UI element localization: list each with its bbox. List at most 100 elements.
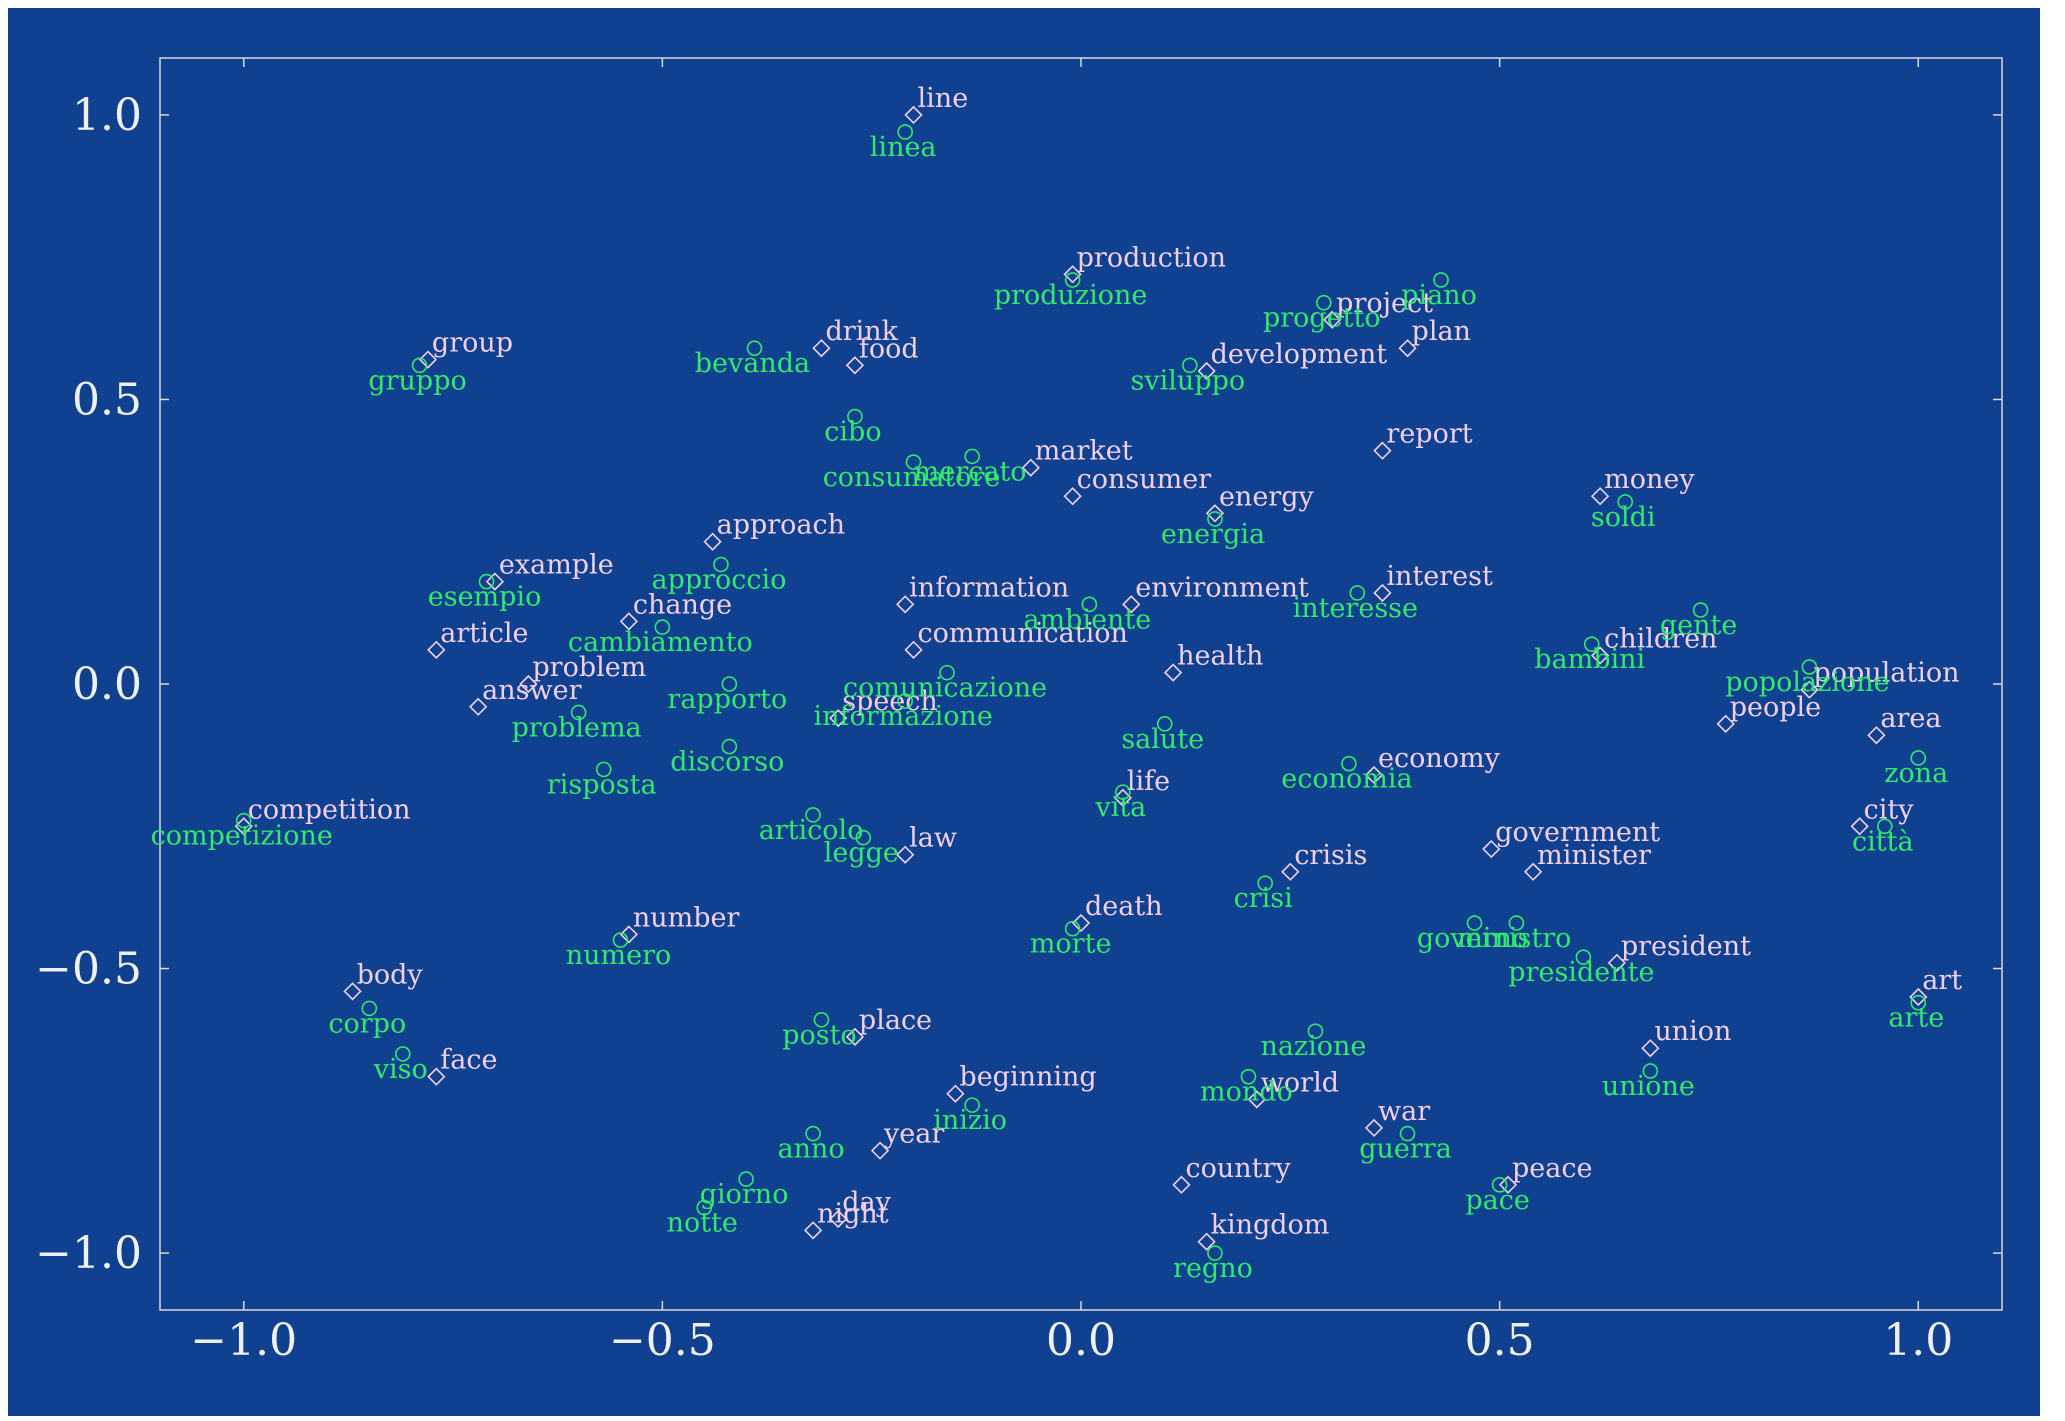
english-point-marker bbox=[343, 982, 362, 1001]
italian-point-marker bbox=[1349, 585, 1366, 601]
italian-point-marker bbox=[813, 1011, 830, 1028]
italian-point-label: giorno bbox=[700, 1179, 789, 1210]
english-point-marker bbox=[1398, 339, 1417, 358]
x-tick-label: −0.5 bbox=[609, 1315, 716, 1366]
italian-point-marker bbox=[1064, 272, 1081, 288]
italian-point-label: ambiente bbox=[1023, 604, 1151, 635]
italian-point-marker bbox=[746, 340, 763, 357]
italian-point-marker bbox=[1399, 1125, 1416, 1142]
italian-point-label: arte bbox=[1888, 1003, 1944, 1034]
english-point-marker bbox=[829, 709, 848, 728]
english-point-marker bbox=[1641, 1039, 1660, 1058]
english-point-label: communication bbox=[918, 618, 1128, 649]
italian-point-marker bbox=[1583, 636, 1600, 652]
english-point-marker bbox=[1281, 862, 1300, 881]
italian-point-marker bbox=[1491, 1177, 1508, 1193]
italian-point-marker bbox=[1207, 1245, 1223, 1261]
italian-point-marker bbox=[1316, 294, 1332, 311]
italian-point-marker bbox=[1876, 818, 1893, 835]
english-point-marker bbox=[904, 640, 923, 659]
italian-point-label: gente bbox=[1660, 610, 1737, 641]
italian-points: linea produzione piano progetto sviluppo grup… bbox=[151, 124, 1948, 1284]
italian-point-label: esempio bbox=[428, 582, 542, 613]
english-point-label: market bbox=[1035, 436, 1133, 467]
english-point-marker bbox=[904, 105, 923, 125]
italian-point-label: salute bbox=[1121, 724, 1204, 755]
english-point-marker bbox=[1373, 583, 1392, 603]
english-point-label: minister bbox=[1537, 840, 1651, 871]
italian-point-marker bbox=[805, 1125, 821, 1142]
english-point-label: art bbox=[1922, 965, 1962, 996]
english-point-label: crisis bbox=[1294, 840, 1367, 871]
english-point-label: government bbox=[1495, 817, 1660, 848]
chart-figure: −1.0 −0.5 0.0 0.5 1.0 1.0 0.5 0.0 −0.5 −1.0 line p… bbox=[8, 8, 2040, 1416]
english-point-label: children bbox=[1604, 624, 1717, 655]
italian-point-label: linea bbox=[870, 132, 937, 163]
italian-point-marker bbox=[805, 807, 821, 823]
italian-point-marker bbox=[654, 619, 671, 635]
italian-point-marker bbox=[1207, 511, 1223, 527]
italian-point-marker bbox=[1801, 659, 1818, 675]
italian-point-marker bbox=[612, 932, 629, 948]
italian-point-marker bbox=[1341, 755, 1357, 772]
italian-point-marker bbox=[1910, 994, 1927, 1011]
italian-point-label: problema bbox=[512, 712, 642, 743]
italian-point-label: popolazione bbox=[1725, 667, 1889, 698]
italian-point-label: vita bbox=[1094, 792, 1146, 823]
italian-point-marker bbox=[696, 1199, 713, 1216]
italian-point-label: pace bbox=[1465, 1185, 1529, 1216]
italian-point-label: regno bbox=[1173, 1253, 1253, 1284]
italian-point-marker bbox=[721, 676, 738, 692]
italian-point-marker bbox=[361, 1000, 378, 1017]
english-point-label: project bbox=[1336, 288, 1433, 319]
x-tick-label: 1.0 bbox=[1883, 1315, 1953, 1366]
english-point-label: president bbox=[1621, 931, 1751, 962]
italian-point-label: zona bbox=[1884, 758, 1948, 789]
italian-point-marker bbox=[1156, 716, 1173, 732]
english-point-label: change bbox=[633, 589, 732, 620]
italian-point-label: morte bbox=[1030, 929, 1112, 960]
italian-point-label: consumatore bbox=[823, 462, 1001, 493]
english-point-label: number bbox=[633, 902, 740, 933]
english-point-marker bbox=[418, 350, 438, 369]
english-point-marker bbox=[1122, 595, 1141, 614]
italian-point-label: notte bbox=[667, 1208, 738, 1239]
english-point-marker bbox=[829, 1209, 848, 1229]
italian-point-marker bbox=[395, 1046, 411, 1062]
italian-point-marker bbox=[411, 357, 428, 374]
english-point-marker bbox=[1523, 862, 1543, 881]
italian-point-marker bbox=[897, 124, 913, 140]
y-tick-label: 1.0 bbox=[72, 90, 142, 141]
english-point-marker bbox=[1172, 1175, 1191, 1194]
italian-point-marker bbox=[964, 448, 980, 465]
italian-point-label: mercato bbox=[914, 456, 1027, 487]
y-tick-label: 0.0 bbox=[72, 659, 142, 710]
english-point-marker bbox=[1063, 487, 1082, 506]
x-tick-label: 0.5 bbox=[1465, 1315, 1535, 1366]
italian-point-label: articolo bbox=[759, 815, 864, 846]
italian-point-label: governo bbox=[1417, 923, 1528, 954]
italian-point-marker bbox=[939, 664, 955, 681]
english-point-marker bbox=[1607, 953, 1626, 972]
axis-tick-labels: −1.0 −0.5 0.0 0.5 1.0 1.0 0.5 0.0 −0.5 −1.0 bbox=[35, 90, 1953, 1366]
italian-point-label: soldi bbox=[1591, 502, 1656, 533]
italian-point-label: legge bbox=[824, 838, 899, 869]
italian-point-label: unione bbox=[1602, 1071, 1695, 1102]
english-point-label: world bbox=[1261, 1067, 1339, 1098]
english-point-label: life bbox=[1127, 766, 1170, 797]
italian-point-marker bbox=[478, 573, 495, 590]
english-point-marker bbox=[1247, 1090, 1266, 1109]
english-point-marker bbox=[1850, 817, 1869, 836]
english-point-label: year bbox=[883, 1119, 944, 1150]
italian-point-marker bbox=[713, 556, 729, 573]
english-point-marker bbox=[946, 1084, 965, 1103]
italian-point-label: comunicazione bbox=[843, 673, 1047, 704]
english-point-marker bbox=[1071, 913, 1091, 933]
english-point-marker bbox=[1590, 487, 1610, 506]
english-point-label: economy bbox=[1378, 743, 1501, 774]
italian-point-marker bbox=[1182, 357, 1198, 374]
italian-point-label: cambiamento bbox=[568, 627, 753, 658]
italian-point-label: discorso bbox=[670, 747, 784, 778]
italian-point-marker bbox=[1064, 920, 1081, 937]
